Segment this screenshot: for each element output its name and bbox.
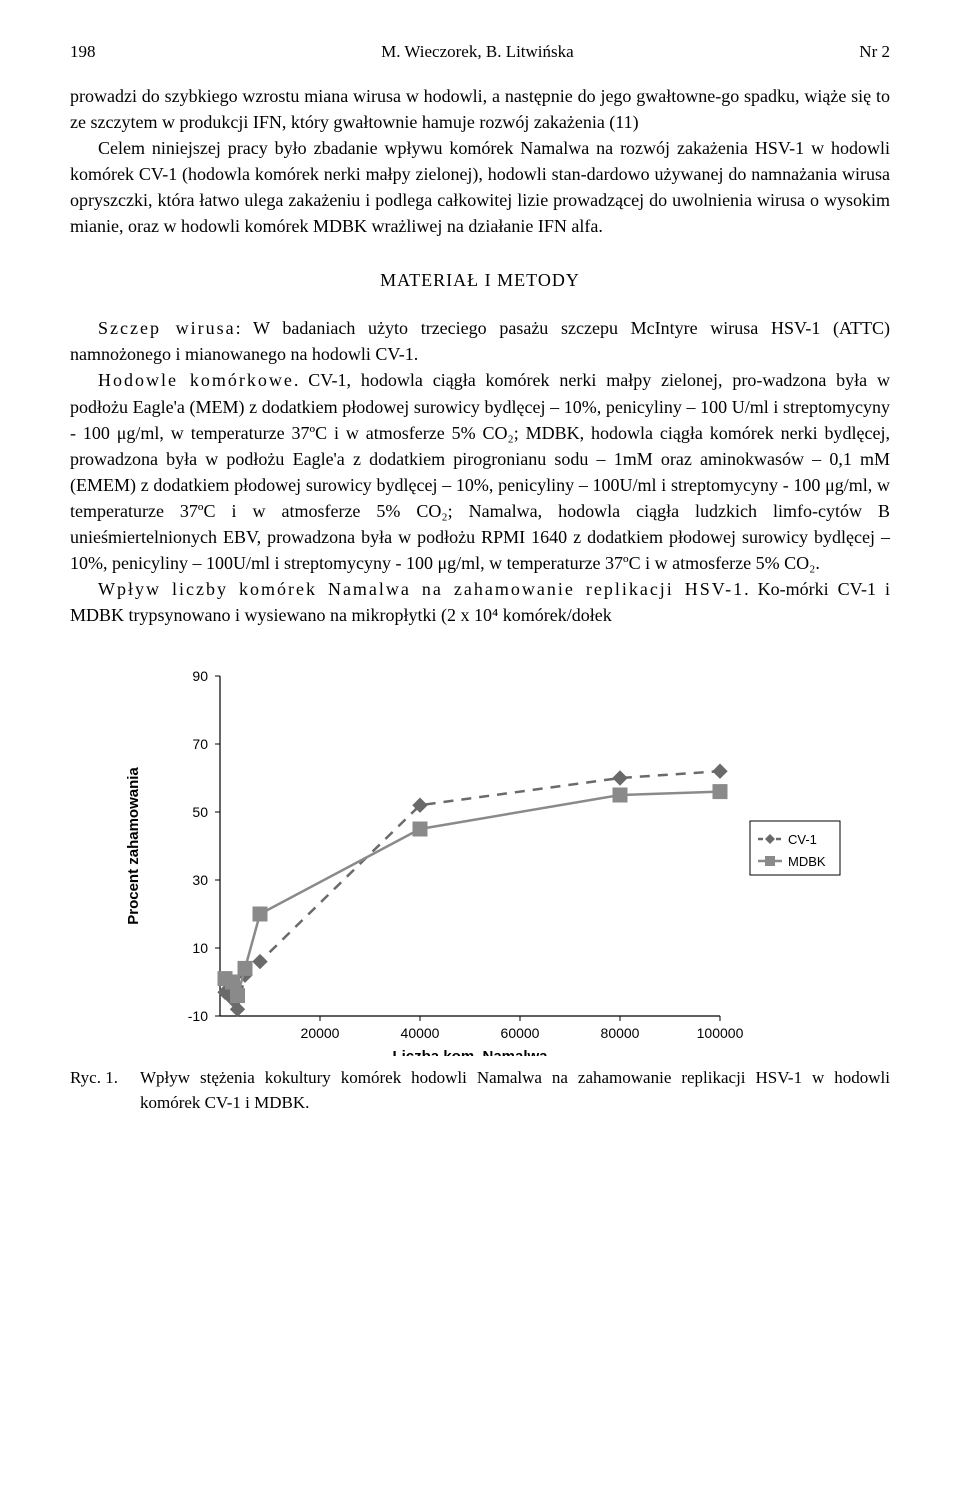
paragraph-1a: prowadzi do szybkiego wzrostu miana wiru… [70,83,890,135]
section-title: MATERIAŁ I METODY [70,267,890,293]
page-header: 198 M. Wieczorek, B. Litwińska Nr 2 [70,40,890,65]
p3-body: CV-1, hodowla ciągła komórek nerki małpy… [70,370,890,573]
page-number: 198 [70,40,96,65]
authors: M. Wieczorek, B. Litwińska [381,40,574,65]
p3-lead: Hodowle komórkowe [98,370,294,390]
issue-number: Nr 2 [859,40,890,65]
svg-text:Liczba kom. Namalwa: Liczba kom. Namalwa [392,1048,548,1056]
p2-lead: Szczep wirusa [98,318,236,338]
svg-text:20000: 20000 [301,1025,340,1041]
svg-text:70: 70 [192,736,208,752]
line-chart: -10 10 30 50 70 90 20000 40000 60000 80000 100000 P… [110,656,850,1056]
figure-caption: Ryc. 1. Wpływ stężenia kokultury komórek… [70,1066,890,1115]
svg-text:Procent zahamowania: Procent zahamowania [125,767,142,925]
paragraph-1b: Celem niniejszej pracy było zbadanie wpł… [70,135,890,239]
p4-lead: Wpływ liczby komórek Namalwa na zahamowa… [98,579,744,599]
paragraph-3: Hodowle komórkowe. CV-1, hodowla ciągła … [70,367,890,576]
paragraph-2: Szczep wirusa: W badaniach użyto trzecie… [70,315,890,367]
svg-text:100000: 100000 [697,1025,744,1041]
svg-text:30: 30 [192,872,208,888]
chart-container: -10 10 30 50 70 90 20000 40000 60000 80000 100000 P… [110,656,850,1056]
svg-text:60000: 60000 [501,1025,540,1041]
caption-text: Wpływ stężenia kokultury komórek hodowli… [140,1066,890,1115]
svg-text:CV-1: CV-1 [788,832,817,847]
svg-text:90: 90 [192,668,208,684]
svg-text:-10: -10 [188,1008,208,1024]
svg-text:10: 10 [192,940,208,956]
svg-text:MDBK: MDBK [788,854,826,869]
svg-text:40000: 40000 [401,1025,440,1041]
caption-label: Ryc. 1. [70,1066,140,1115]
svg-text:50: 50 [192,804,208,820]
paragraph-4: Wpływ liczby komórek Namalwa na zahamowa… [70,576,890,628]
svg-text:80000: 80000 [601,1025,640,1041]
